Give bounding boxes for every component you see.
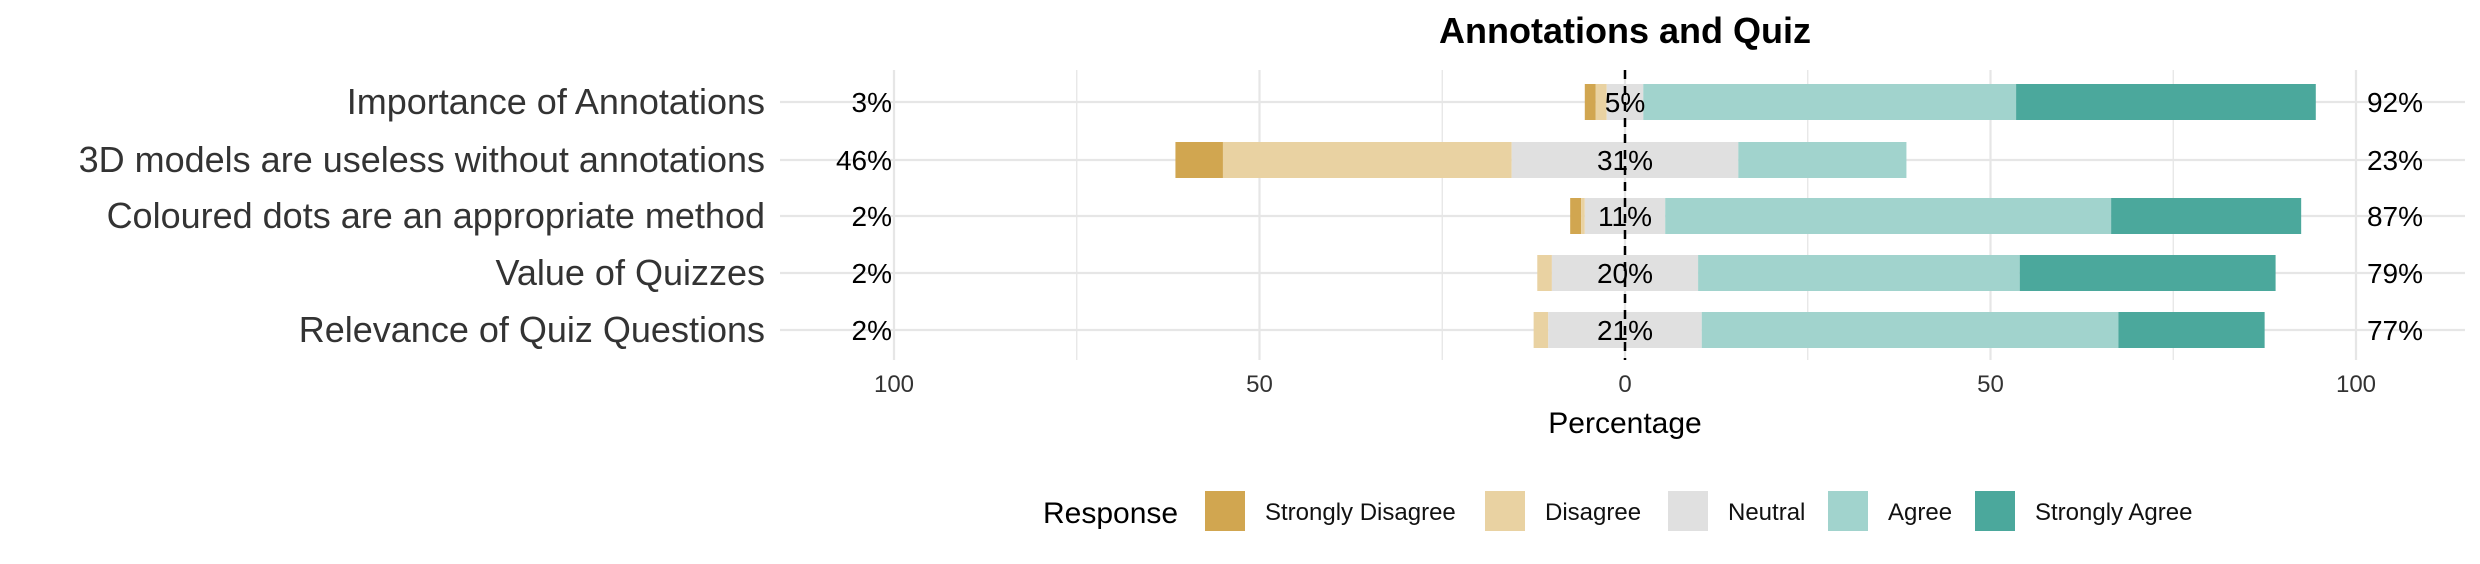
bar-agree [1738,142,1907,178]
bar-disagree [1581,198,1585,234]
center-percent-label: 20% [1597,258,1653,289]
center-percent-label: 5% [1605,87,1645,118]
bar-strongly-agree [2111,198,2302,234]
legend-key-disagree [1485,491,1525,531]
legend-title: Response [1043,497,1178,530]
left-percent-label: 3% [852,87,892,118]
bar-strongly-agree [2118,312,2265,348]
right-percent-label: 92% [2367,87,2423,118]
bar-disagree [1595,84,1607,120]
bar-strongly-disagree [1175,142,1223,178]
x-tick-label: 0 [1618,371,1631,398]
left-percent-label: 2% [852,315,892,346]
legend-label: Neutral [1728,499,1805,526]
bar-disagree [1533,312,1549,348]
legend-key-neutral [1668,491,1708,531]
left-percent-label: 2% [852,201,892,232]
x-axis-label: Percentage [1548,407,1701,440]
chart-title: Annotations and Quiz [1439,10,1811,51]
left-percent-label: 2% [852,258,892,289]
legend-key-strongly-disagree [1205,491,1245,531]
category-label: 3D models are useless without annotation… [79,139,765,180]
bar-disagree [1537,255,1552,291]
right-percent-label: 77% [2367,315,2423,346]
right-percent-label: 23% [2367,145,2423,176]
center-percent-label: 31% [1597,145,1653,176]
left-percent-label: 46% [836,145,892,176]
bar-agree [1701,312,2119,348]
legend-key-agree [1828,491,1868,531]
category-label: Relevance of Quiz Questions [299,309,765,350]
bar-strongly-agree [2019,255,2276,291]
bar-agree [1665,198,2112,234]
center-percent-label: 21% [1597,315,1653,346]
legend-label: Strongly Disagree [1265,499,1456,526]
x-tick-label: 50 [1246,371,1273,398]
percentage-labels: 3% 5% 92% 46% 31% 23% 2% 11% 87% 2% 20% 79% 2% 21% 77% [836,87,2423,346]
x-tick-label: 100 [874,371,914,398]
bar-strongly-disagree [1570,198,1582,234]
bar-agree [1698,255,2020,291]
bar-strongly-disagree [1584,84,1596,120]
x-tick-labels: 100 50 0 50 100 [874,371,2376,398]
category-labels: Importance of Annotations 3D models are u… [79,81,765,350]
x-tick-label: 100 [2336,371,2376,398]
right-percent-label: 79% [2367,258,2423,289]
category-label: Coloured dots are an appropriate method [107,195,765,236]
category-label: Value of Quizzes [496,252,765,293]
bar-strongly-agree [2016,84,2316,120]
category-label: Importance of Annotations [347,81,765,122]
legend: Response Strongly Disagree Disagree Neutra… [1043,491,2192,531]
center-percent-label: 11% [1598,201,1652,232]
legend-label: Strongly Agree [2035,499,2192,526]
bar-agree [1643,84,2017,120]
legend-label: Disagree [1545,499,1641,526]
legend-key-strongly-agree [1975,491,2015,531]
right-percent-label: 87% [2367,201,2423,232]
x-tick-label: 50 [1977,371,2004,398]
bar-disagree [1222,142,1512,178]
legend-label: Agree [1888,499,1952,526]
